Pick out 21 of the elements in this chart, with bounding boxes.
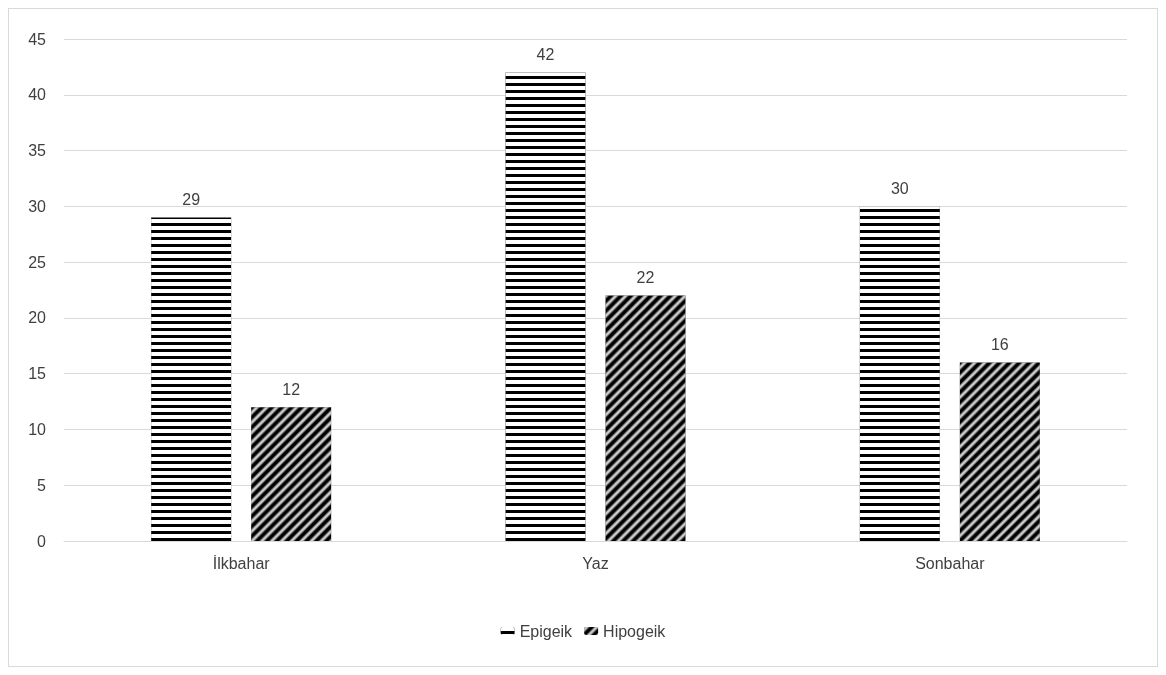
- data-label: 30: [890, 179, 909, 197]
- y-tick-label: 35: [28, 142, 47, 160]
- x-tick-label: Sonbahar: [915, 554, 986, 572]
- y-tick-label: 25: [28, 253, 47, 271]
- data-label: 16: [990, 336, 1009, 354]
- y-tick-label: 45: [28, 30, 47, 48]
- y-tick-label: 10: [28, 420, 47, 438]
- data-label: 12: [282, 380, 301, 398]
- y-tick-label: 0: [37, 532, 47, 550]
- y-tick-label: 30: [28, 197, 47, 215]
- data-label: 42: [536, 45, 555, 63]
- y-tick-label: 40: [28, 86, 47, 104]
- x-tick-label: İlkbahar: [212, 553, 271, 572]
- y-tick-label: 15: [28, 365, 47, 383]
- data-label: 29: [182, 190, 201, 208]
- y-tick-label: 5: [37, 476, 47, 494]
- legend-label: Epigeik: [519, 622, 574, 640]
- data-label: 22: [636, 269, 655, 287]
- x-tick-label: Yaz: [582, 554, 609, 572]
- y-tick-label: 20: [28, 309, 47, 327]
- legend-label: Hipogeik: [603, 622, 667, 640]
